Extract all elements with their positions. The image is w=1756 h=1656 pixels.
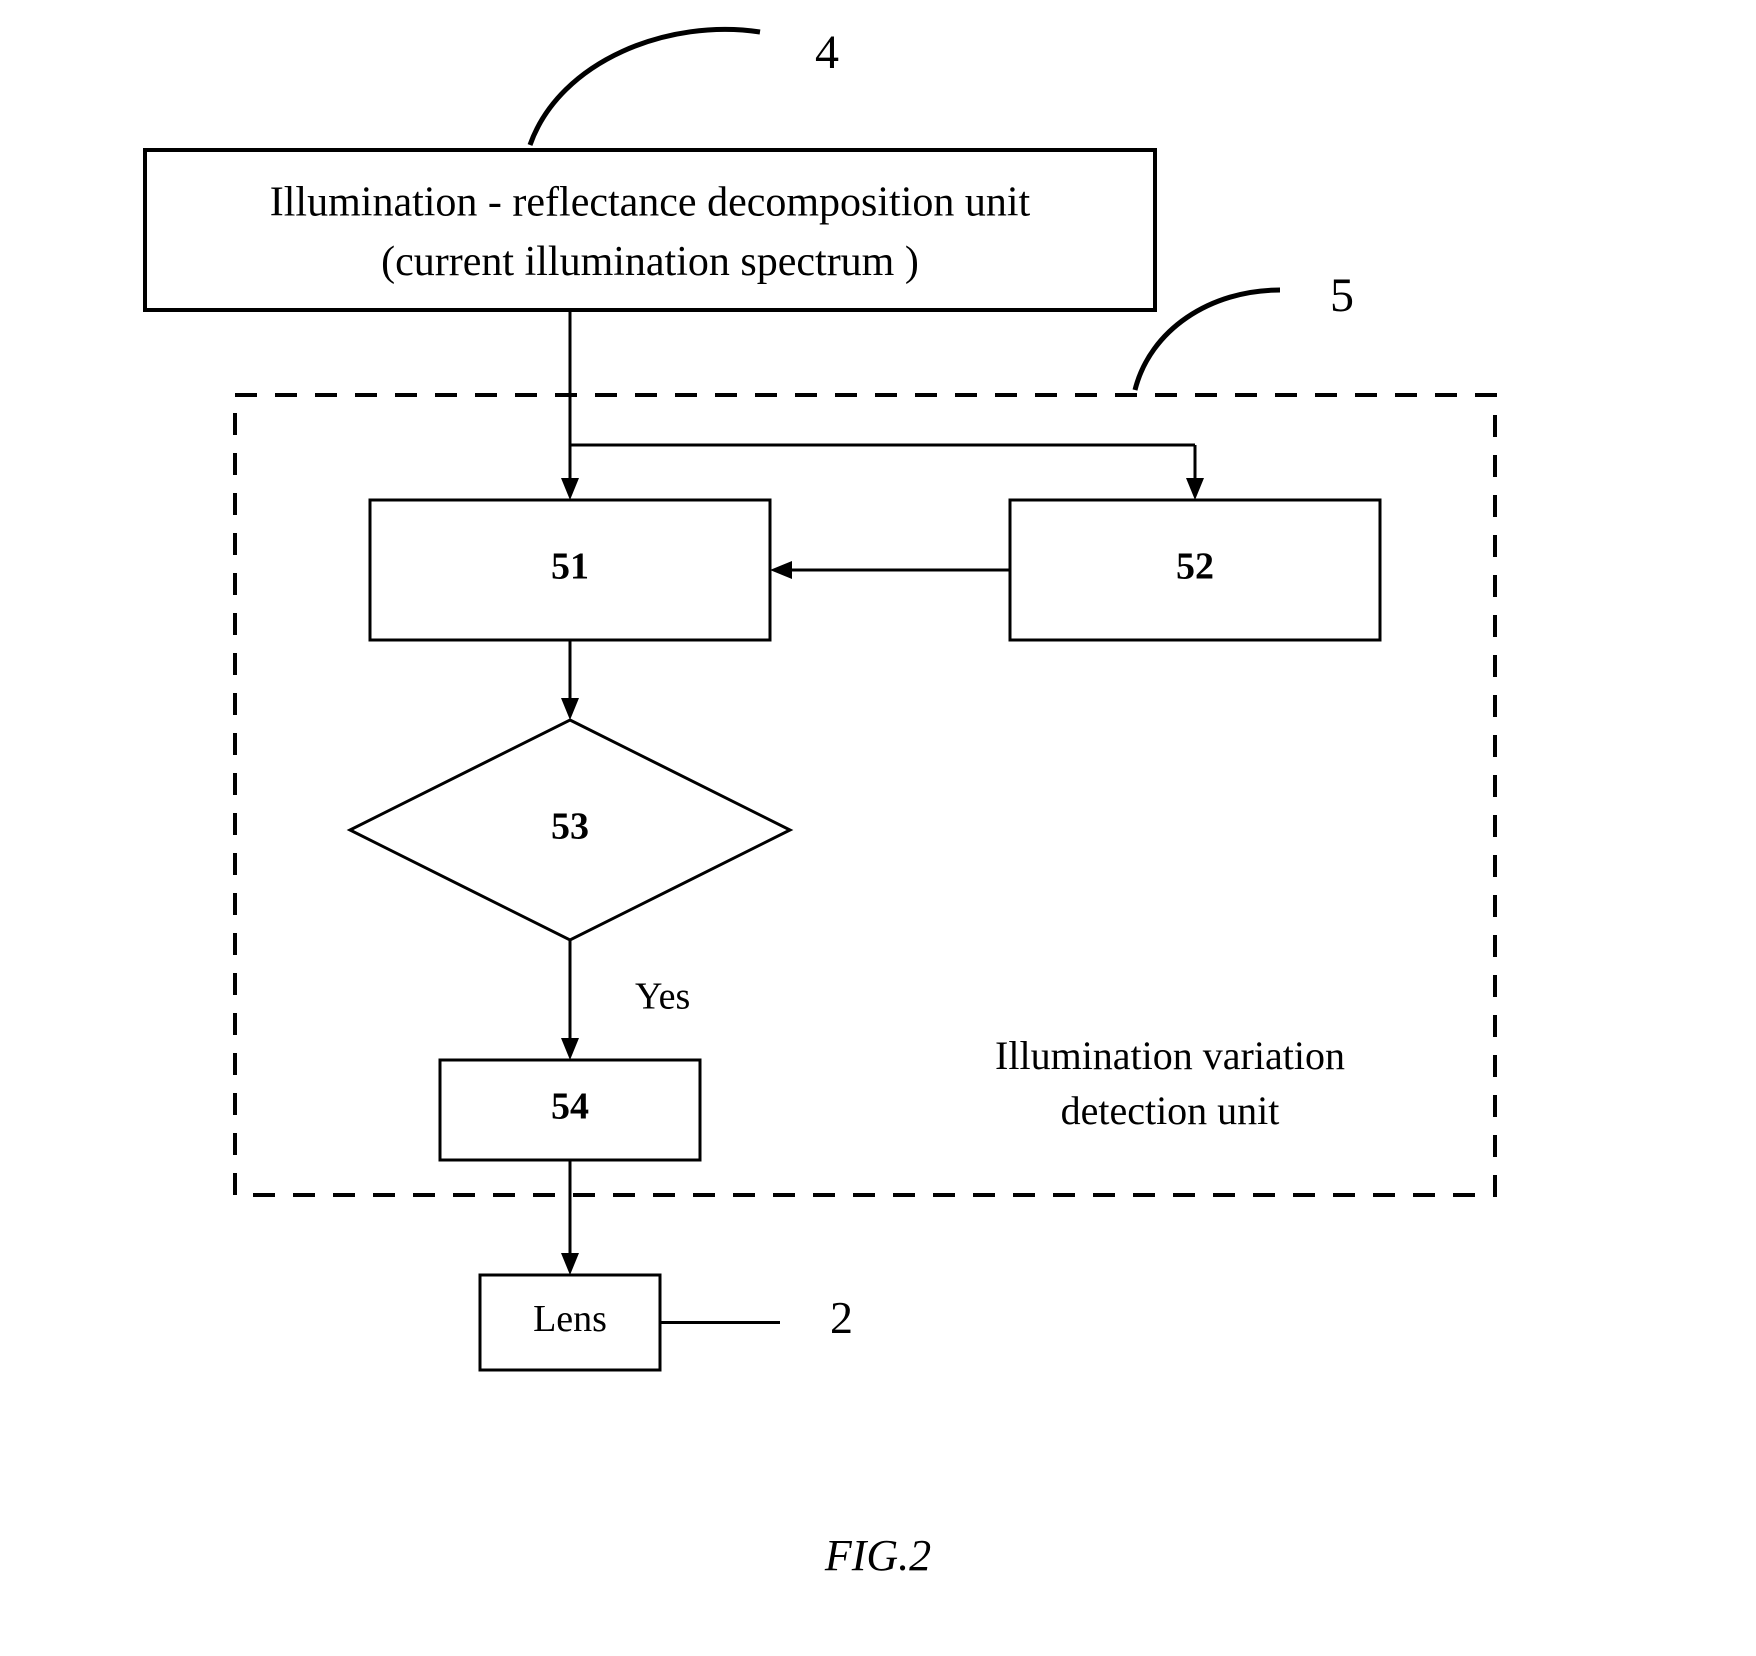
box-52-label: 52 xyxy=(1176,546,1214,588)
decision-53-label: 53 xyxy=(551,806,589,848)
detection-unit-label-line2: detection unit xyxy=(1061,1088,1280,1133)
yes-label: Yes xyxy=(635,976,690,1018)
lens-label: Lens xyxy=(533,1298,607,1340)
decomposition-unit-line2: (current illumination spectrum ) xyxy=(381,239,919,285)
box-51-label: 51 xyxy=(551,546,589,588)
callout-label-4: 4 xyxy=(815,26,839,79)
callout-label-2: 2 xyxy=(830,1292,853,1343)
figure-caption: FIG.2 xyxy=(824,1531,931,1580)
callout-label-5: 5 xyxy=(1330,269,1354,322)
box-54-label: 54 xyxy=(551,1086,589,1128)
decomposition-unit-line1: Illumination - reflectance decomposition… xyxy=(270,180,1031,226)
detection-unit-label-line1: Illumination variation xyxy=(995,1033,1345,1078)
